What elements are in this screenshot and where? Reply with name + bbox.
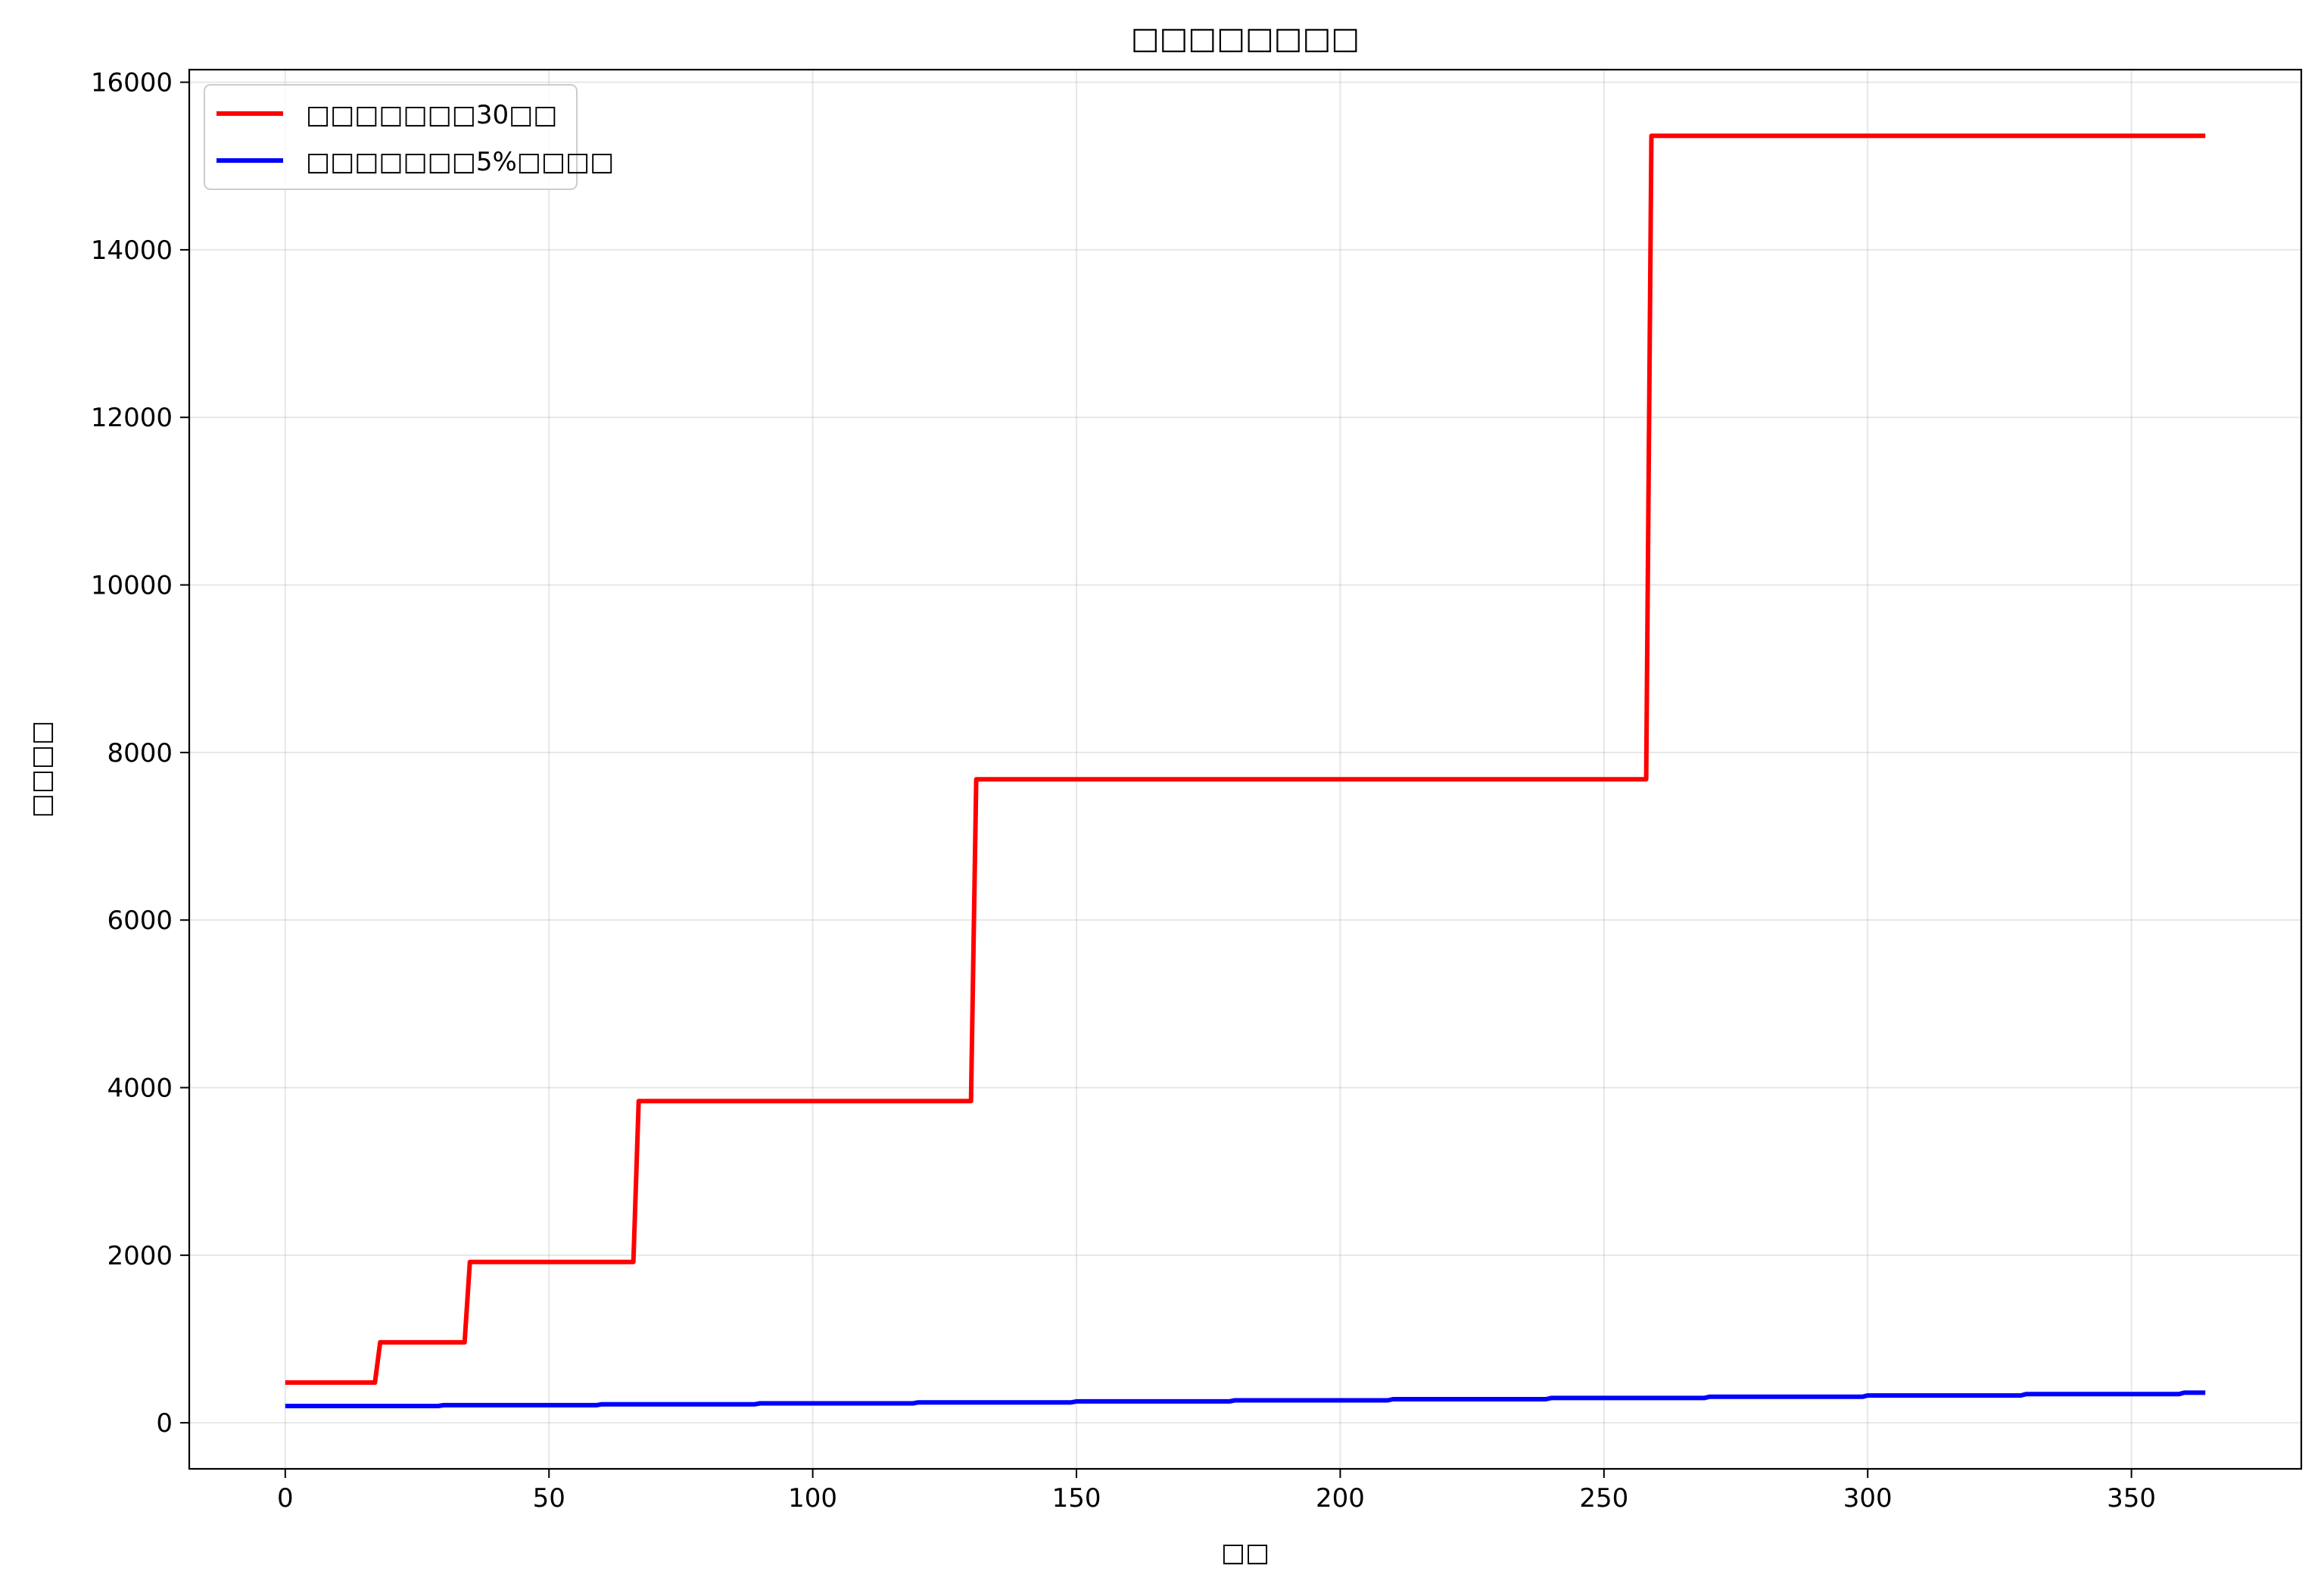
y-tick-label: 12000 xyxy=(91,403,173,433)
legend-label-series-1: □□□□□□□30□□ xyxy=(306,100,557,130)
x-tick-label: 0 xyxy=(277,1483,294,1514)
x-tick-label: 50 xyxy=(533,1483,565,1514)
y-tick-label: 2000 xyxy=(107,1241,173,1271)
series-line-1 xyxy=(285,133,2206,1385)
legend: □□□□□□□30□□ □□□□□□□5%□□□□ xyxy=(204,84,614,190)
x-axis-label: □□ xyxy=(1221,1538,1269,1568)
series-lines xyxy=(285,133,2206,1408)
x-tick-label: 250 xyxy=(1579,1483,1628,1514)
x-tick-label: 200 xyxy=(1316,1483,1365,1514)
chart-title: □□□□□□□□ xyxy=(1131,21,1360,56)
y-tick-label: 6000 xyxy=(107,906,173,936)
legend-label-series-2: □□□□□□□5%□□□□ xyxy=(306,147,614,177)
x-tick-label: 300 xyxy=(1843,1483,1893,1514)
legend-box xyxy=(204,84,578,190)
x-axis-ticks: 0 50 100 150 200 250 300 350 xyxy=(277,1469,2156,1514)
grid xyxy=(189,70,2301,1469)
y-tick-label: 0 xyxy=(156,1408,173,1439)
y-tick-label: 8000 xyxy=(107,738,173,768)
x-tick-label: 150 xyxy=(1052,1483,1101,1514)
y-tick-label: 4000 xyxy=(107,1074,173,1104)
y-tick-label: 10000 xyxy=(91,571,173,601)
x-tick-label: 350 xyxy=(2107,1483,2156,1514)
series-line-2 xyxy=(285,1390,2206,1408)
y-tick-label: 16000 xyxy=(91,68,173,98)
y-axis-ticks: 0 2000 4000 6000 8000 10000 12000 14000 16000 xyxy=(91,68,189,1439)
y-tick-label: 14000 xyxy=(91,235,173,266)
plot-frame xyxy=(188,68,2303,1470)
x-tick-label: 100 xyxy=(788,1483,837,1514)
y-axis-label: □□□□ xyxy=(26,721,57,818)
